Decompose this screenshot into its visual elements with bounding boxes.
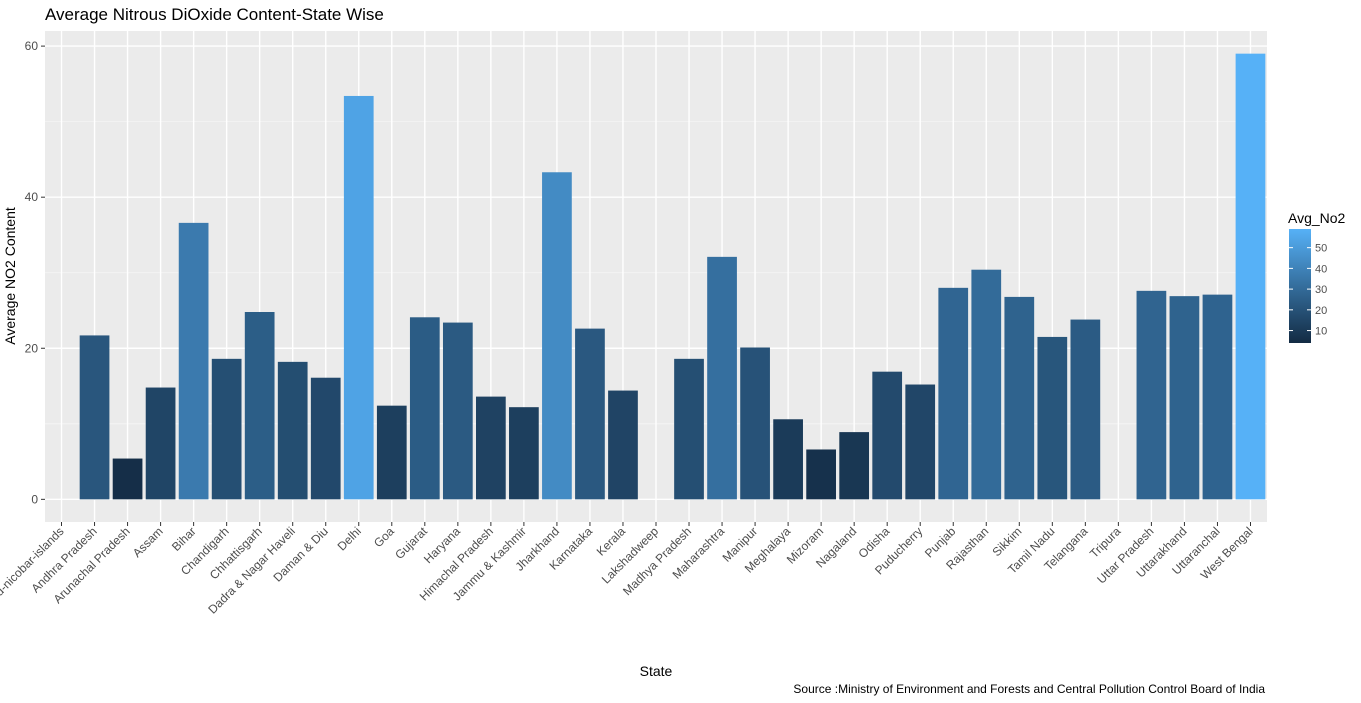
- bar: [905, 384, 936, 500]
- bar: [971, 269, 1002, 500]
- bar: [442, 322, 473, 500]
- bar: [1136, 290, 1167, 500]
- x-axis-title: State: [640, 663, 673, 679]
- legend-label: 30: [1315, 284, 1327, 296]
- bar: [1235, 53, 1266, 500]
- y-axis: 0 20 40 60: [25, 39, 45, 506]
- source-caption: Source :Ministry of Environment and Fore…: [793, 682, 1265, 696]
- legend-label: 10: [1315, 326, 1327, 338]
- bar: [872, 371, 903, 500]
- bar: [509, 407, 539, 500]
- bar: [542, 172, 572, 500]
- bar: [112, 458, 143, 500]
- bar: [310, 377, 341, 500]
- bar: [1004, 296, 1035, 500]
- bar: [674, 358, 704, 500]
- legend-colorbar: [1289, 229, 1311, 343]
- bar: [707, 256, 737, 500]
- bar: [1070, 319, 1101, 500]
- y-tick-label: 60: [25, 39, 39, 53]
- y-tick-label: 0: [31, 492, 38, 506]
- bar: [773, 419, 803, 500]
- bar: [575, 328, 605, 500]
- legend: Avg_No2 10 20 30 40 50: [1288, 210, 1346, 343]
- bar: [938, 287, 969, 500]
- bar: [476, 396, 506, 500]
- y-axis-title: Average NO2 Content: [2, 207, 18, 345]
- bar: [244, 312, 275, 500]
- bar: [178, 222, 209, 500]
- bar: [211, 358, 242, 500]
- bar: [1037, 336, 1068, 500]
- bar: [1202, 294, 1233, 500]
- bar: [145, 387, 176, 500]
- legend-ticks: 10 20 30 40 50: [1289, 243, 1327, 338]
- bar: [1169, 296, 1200, 500]
- chart-title: Average Nitrous DiOxide Content-State Wi…: [45, 5, 384, 24]
- bar: [409, 317, 440, 500]
- bars: [79, 53, 1266, 500]
- bar: [806, 449, 836, 500]
- bar: [839, 432, 870, 500]
- bar: [343, 95, 374, 500]
- y-tick-label: 40: [25, 190, 39, 204]
- bar: [740, 347, 770, 500]
- bar: [79, 335, 110, 500]
- bar: [277, 361, 308, 500]
- legend-title: Avg_No2: [1288, 210, 1346, 226]
- legend-label: 20: [1315, 305, 1327, 317]
- bar: [376, 405, 407, 500]
- legend-label: 40: [1315, 263, 1327, 275]
- bar: [608, 390, 638, 500]
- y-tick-label: 20: [25, 341, 39, 355]
- legend-label: 50: [1315, 243, 1327, 255]
